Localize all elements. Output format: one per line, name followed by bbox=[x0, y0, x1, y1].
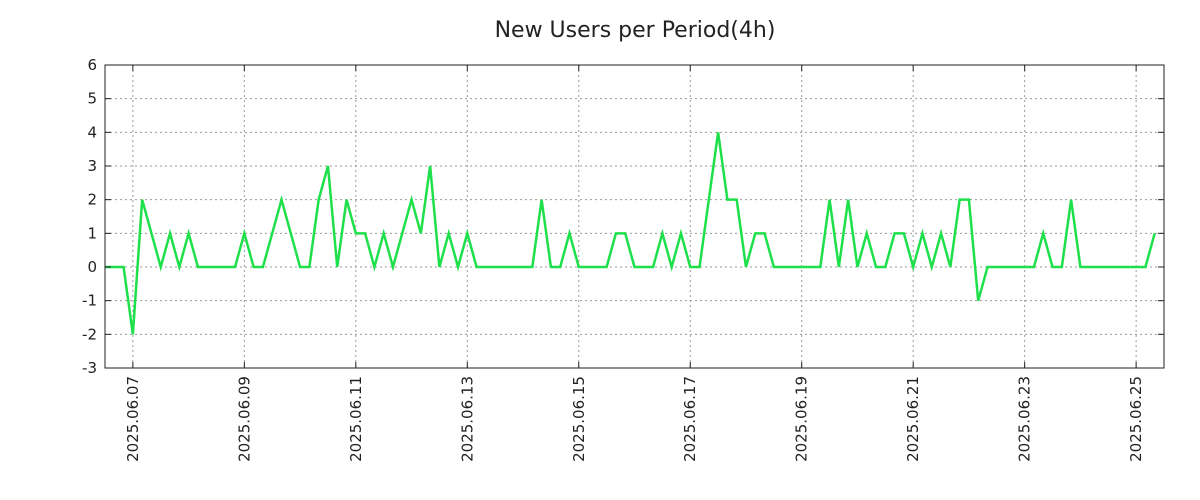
y-tick-label: 4 bbox=[87, 123, 97, 141]
series-line-0 bbox=[105, 132, 1156, 335]
x-tick-label: 2025.06.07 bbox=[124, 376, 142, 462]
axis-ticks bbox=[105, 64, 1164, 369]
y-tick-label: 0 bbox=[87, 258, 97, 276]
y-tick-label: 2 bbox=[87, 191, 97, 209]
x-tick-label: 2025.06.17 bbox=[681, 376, 699, 462]
y-axis-labels: -3 -2 -1 0 1 2 3 4 5 6 bbox=[82, 56, 97, 377]
y-tick-label: -1 bbox=[82, 292, 97, 310]
chart-title: New Users per Period(4h) bbox=[495, 18, 776, 43]
x-tick-label: 2025.06.11 bbox=[347, 376, 365, 462]
series-layer bbox=[105, 132, 1156, 335]
y-tick-label: -2 bbox=[82, 325, 97, 343]
y-tick-label: 1 bbox=[87, 224, 97, 242]
x-tick-label: 2025.06.15 bbox=[570, 376, 588, 462]
y-tick-label: -3 bbox=[82, 359, 97, 377]
x-tick-label: 2025.06.21 bbox=[904, 376, 922, 462]
x-tick-label: 2025.06.13 bbox=[458, 376, 476, 462]
y-tick-label: 3 bbox=[87, 157, 97, 175]
plot-frame bbox=[104, 64, 1165, 369]
x-tick-label: 2025.06.09 bbox=[235, 376, 253, 462]
y-tick-label: 5 bbox=[87, 90, 97, 108]
x-tick-label: 2025.06.25 bbox=[1127, 376, 1145, 462]
x-axis-labels: 2025.06.07 2025.06.09 2025.06.11 2025.06.13… bbox=[124, 376, 1145, 462]
y-tick-label: 6 bbox=[87, 56, 97, 74]
grid bbox=[105, 65, 1164, 368]
x-tick-label: 2025.06.19 bbox=[793, 376, 811, 462]
x-tick-label: 2025.06.23 bbox=[1016, 376, 1034, 462]
